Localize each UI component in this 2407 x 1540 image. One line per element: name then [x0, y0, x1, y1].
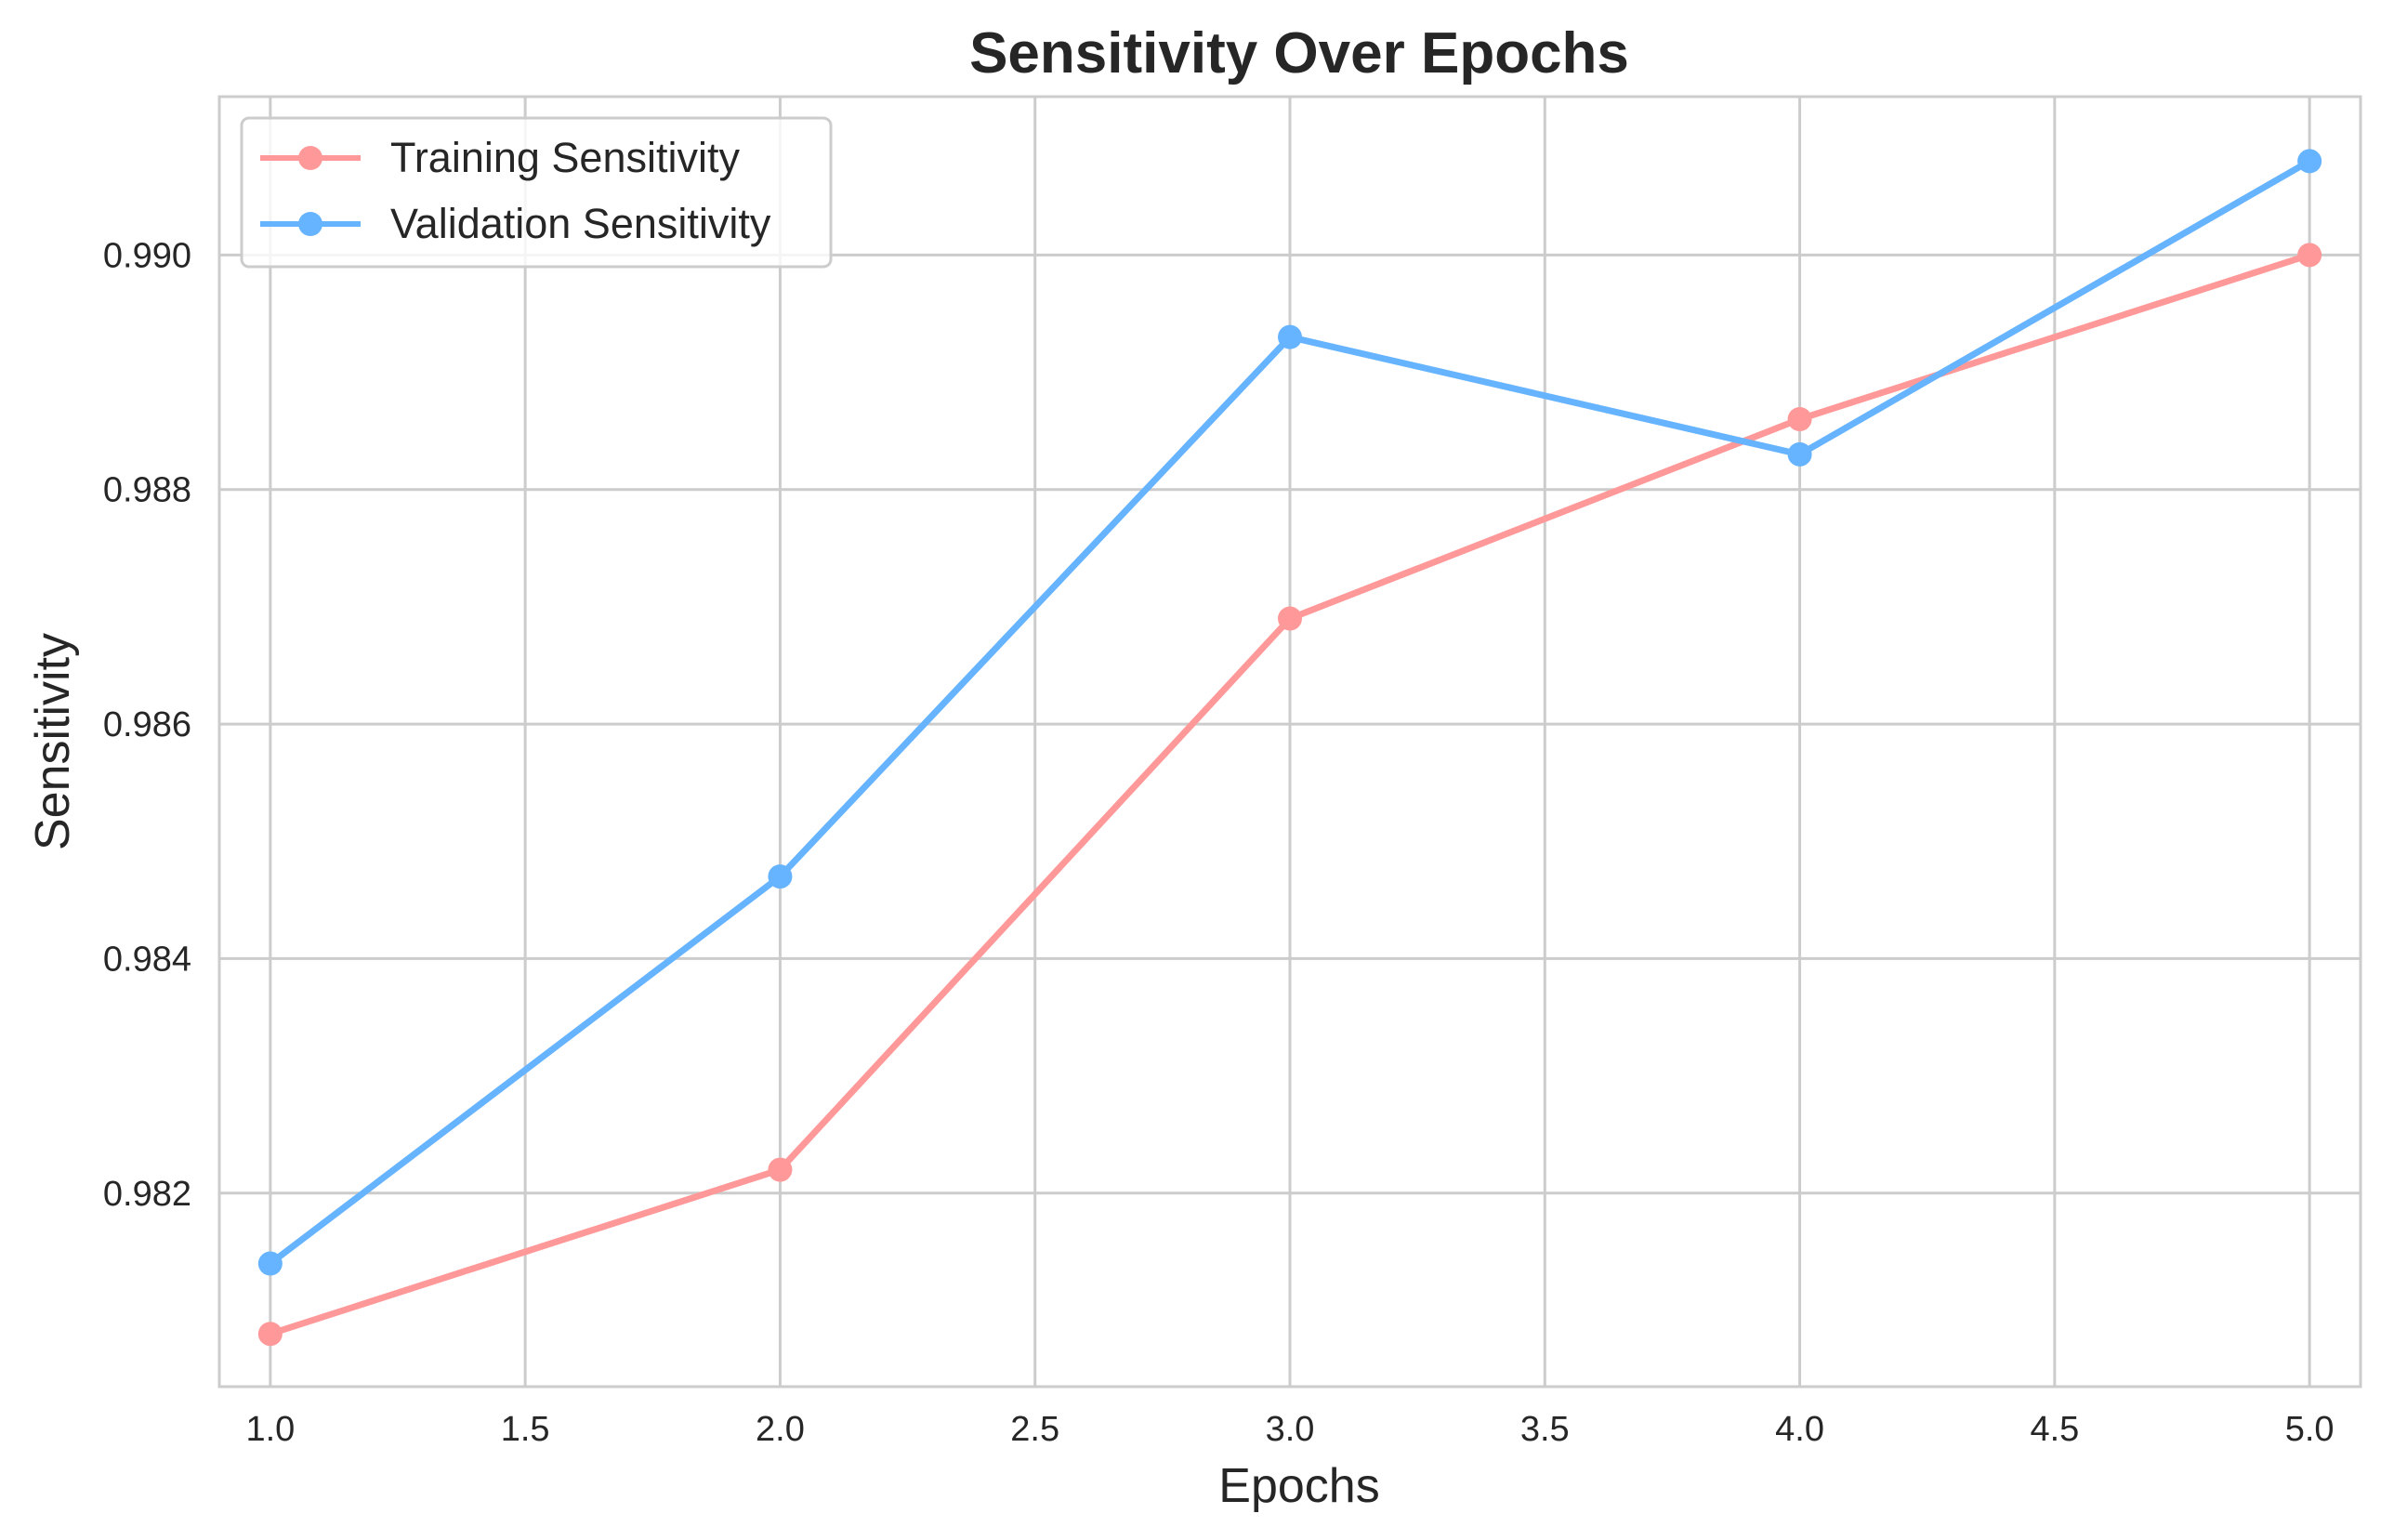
y-axis-label: Sensitivity — [26, 633, 80, 850]
legend: Training Sensitivity Validation Sensitiv… — [240, 116, 833, 269]
data-point-validation — [1787, 441, 1812, 467]
data-point-training — [1278, 606, 1302, 631]
x-tick-label: 3.5 — [1520, 1410, 1570, 1449]
data-point-training — [257, 1322, 283, 1347]
legend-marker-validation — [298, 212, 322, 236]
x-tick-label: 3.0 — [1266, 1410, 1315, 1449]
x-tick-label: 1.5 — [501, 1410, 550, 1449]
series-layer — [257, 149, 2322, 1347]
x-tick-label: 4.0 — [1775, 1410, 1824, 1449]
grid-lines — [219, 97, 2361, 1387]
y-tick-label: 0.990 — [103, 236, 191, 275]
x-tick-label: 4.5 — [2030, 1410, 2079, 1449]
y-tick-label: 0.988 — [103, 471, 191, 510]
y-tick-label: 0.986 — [103, 705, 191, 744]
data-point-validation — [257, 1251, 283, 1276]
x-tick-label: 2.5 — [1010, 1410, 1059, 1449]
series-training — [257, 243, 2322, 1347]
legend-entry-training: Training Sensitivity — [260, 134, 740, 181]
tick-labels: 1.0 1.5 2.0 2.5 3.0 3.5 4.0 4.5 5.0 0.982 0.984 0.9… — [103, 236, 2335, 1449]
x-axis-label: Epochs — [1218, 1459, 1379, 1513]
data-point-training — [2297, 243, 2322, 268]
data-point-training — [1787, 407, 1812, 431]
x-tick-label: 1.0 — [245, 1410, 295, 1449]
x-tick-label: 2.0 — [756, 1410, 805, 1449]
x-tick-label: 5.0 — [2285, 1410, 2335, 1449]
legend-label-validation: Validation Sensitivity — [390, 200, 771, 247]
plot-frame — [217, 95, 2362, 1389]
legend-entry-validation: Validation Sensitivity — [260, 200, 771, 247]
data-point-validation — [768, 864, 793, 889]
y-tick-label: 0.982 — [103, 1175, 191, 1214]
y-tick-label: 0.984 — [103, 940, 191, 979]
legend-marker-training — [298, 146, 322, 170]
legend-label-training: Training Sensitivity — [390, 134, 740, 181]
data-point-validation — [1278, 324, 1302, 349]
chart-title: Sensitivity Over Epochs — [969, 21, 1629, 86]
legend-box — [240, 116, 833, 269]
data-point-training — [768, 1157, 793, 1182]
data-point-validation — [2297, 149, 2322, 174]
series-validation — [257, 149, 2322, 1276]
